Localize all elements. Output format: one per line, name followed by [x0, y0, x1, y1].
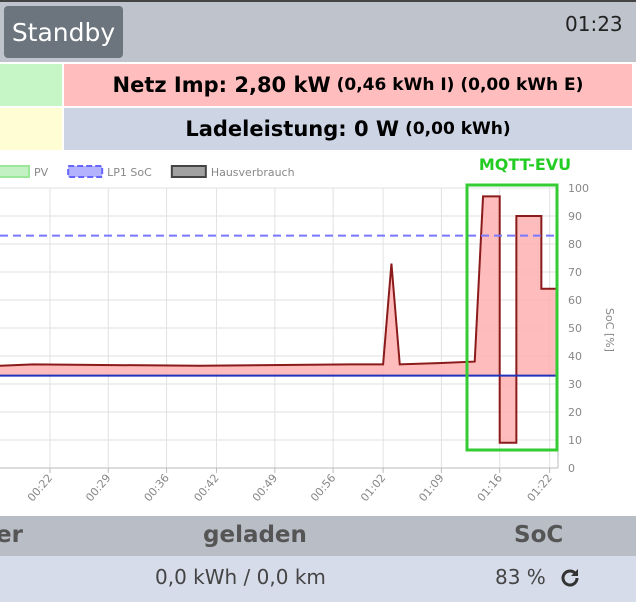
axis-title: SoC [%] — [603, 308, 616, 352]
tile-lade: Ladeleistung: 0 W (0,00 kWh) — [64, 108, 632, 150]
table-header-cell: SoC — [514, 522, 564, 548]
annotation-box — [465, 183, 559, 452]
x-tick-label: 00:29 — [83, 472, 113, 505]
legend-swatch — [67, 165, 104, 178]
tile-main: Ladeleistung: 0 W — [185, 117, 400, 141]
tile — [0, 108, 62, 150]
standby-button[interactable]: Standby — [4, 6, 123, 58]
y2-tick-label: 40 — [568, 350, 582, 363]
legend-label: LP1 SoC — [107, 166, 152, 179]
x-tick-label: 01:16 — [475, 472, 505, 505]
table-row — [0, 556, 636, 602]
x-tick-label: 01:02 — [358, 472, 388, 505]
series-line — [0, 195, 558, 444]
y2-tick-label: 20 — [568, 406, 582, 419]
table-cell: 0,0 kWh / 0,0 km — [155, 565, 326, 589]
tile-netz: Netz Imp: 2,80 kW (0,46 kWh I) (0,00 kWh … — [64, 64, 632, 106]
y2-tick-label: 10 — [568, 434, 582, 447]
y2-tick-label: 100 — [568, 182, 589, 195]
grid — [0, 187, 558, 469]
tile-main: Netz Imp: 2,80 kW — [112, 73, 331, 97]
area-fill — [0, 196, 558, 443]
y2-tick-label: 30 — [568, 378, 582, 391]
x-tick-label: 00:56 — [308, 472, 338, 505]
y2-tick-label: 70 — [568, 266, 582, 279]
table-header — [0, 516, 636, 556]
legend-label: Hausverbrauch — [211, 166, 295, 179]
tile-detail: (0,00 kWh) — [405, 119, 511, 139]
tile — [0, 64, 62, 106]
table-header-cell: er — [0, 522, 23, 548]
annotation: MQTT-EVU — [479, 155, 571, 174]
y2-tick-label: 60 — [568, 294, 582, 307]
x-tick-label: 01:22 — [525, 472, 555, 505]
table-header-cell: geladen — [203, 522, 307, 548]
legend-swatch — [170, 165, 207, 178]
tile-detail: (0,46 kWh I) (0,00 kWh E) — [336, 75, 584, 95]
x-tick-label: 00:22 — [25, 472, 55, 505]
legend-label: PV — [34, 166, 49, 179]
chart: MQTT-EVU SoC [%] 0 10 20 30 40 50 60 70 80 90 100 0… — [0, 155, 616, 505]
y2-tick-label: 50 — [568, 322, 582, 335]
clock: 01:23 — [565, 12, 623, 36]
legend-swatch — [0, 165, 30, 178]
y2-tick-label: 90 — [568, 210, 582, 223]
x-tick-label: 00:42 — [191, 472, 221, 505]
y2-tick-label: 0 — [568, 462, 575, 475]
x-tick-label: 00:49 — [250, 472, 280, 505]
refresh-icon[interactable] — [558, 566, 582, 590]
table-cell: 83 % — [495, 565, 546, 589]
y2-tick-label: 80 — [568, 238, 582, 251]
x-tick-label: 01:09 — [416, 472, 446, 505]
x-tick-label: 00:36 — [142, 472, 172, 505]
